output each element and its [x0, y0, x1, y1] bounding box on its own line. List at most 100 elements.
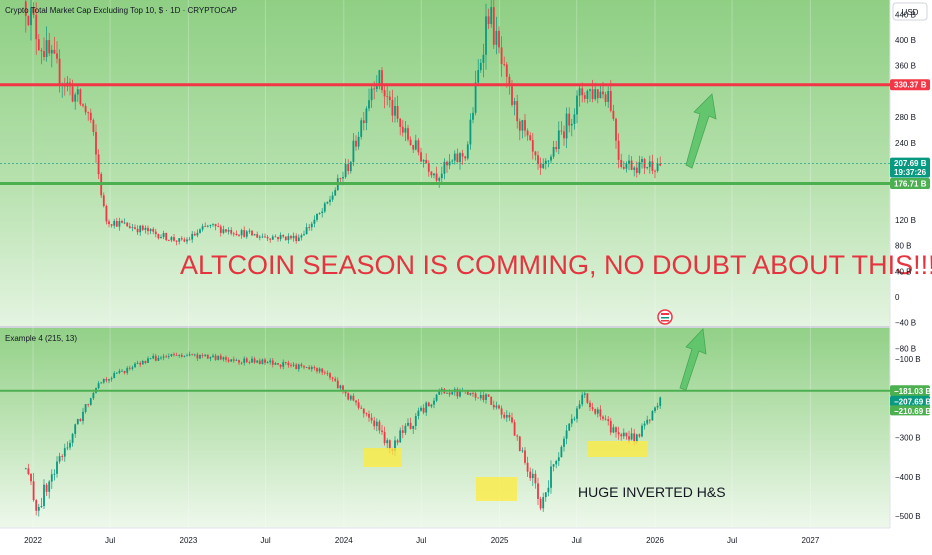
candle-down [214, 223, 217, 231]
candle-body [581, 394, 584, 405]
candle-body [609, 91, 612, 111]
candle-body [97, 154, 100, 175]
candle-down [79, 88, 82, 106]
candle-body [144, 227, 147, 230]
candle-body [115, 221, 118, 227]
candle-up [92, 392, 95, 400]
candle-down [435, 166, 438, 185]
candle-body [188, 239, 191, 241]
candle-up [118, 368, 121, 375]
candle-body [238, 234, 240, 236]
candle-body [482, 395, 485, 400]
candle-body [362, 120, 365, 123]
candle-down [217, 222, 220, 228]
candle-down [529, 467, 532, 481]
candle-body [396, 440, 399, 443]
candle-body [399, 118, 402, 127]
candle-up [435, 393, 438, 403]
candle-body [175, 355, 178, 356]
candle-up [542, 492, 545, 512]
candle-up [578, 400, 581, 410]
candle-body [69, 442, 71, 448]
candle-up [656, 402, 659, 410]
candle-body [547, 487, 550, 493]
candle-body [490, 396, 493, 405]
candle-body [472, 112, 474, 120]
candle-down [128, 222, 131, 229]
news-icon[interactable] [657, 309, 673, 325]
candle-down [139, 361, 142, 368]
candle-body [321, 368, 324, 373]
candle-down [365, 412, 368, 417]
candle-body [232, 233, 235, 235]
candle-body [180, 354, 183, 357]
candle-down [279, 364, 282, 369]
candle-body [214, 224, 217, 227]
candle-up [89, 397, 92, 406]
candle-down [154, 353, 157, 362]
candle-body [251, 230, 253, 236]
candle-body [264, 236, 266, 238]
candle-down [368, 410, 370, 422]
candle-body [303, 234, 305, 236]
candle-down [154, 228, 157, 238]
candle-body [167, 356, 170, 357]
candle-down [329, 372, 331, 381]
candle-body [466, 391, 469, 395]
candle-body [43, 51, 45, 57]
candle-down [482, 391, 485, 403]
candle-body [583, 95, 586, 99]
candle-up [310, 365, 313, 372]
candle-down [456, 148, 459, 163]
candle-body [409, 139, 412, 146]
candle-body [225, 357, 227, 360]
candle-body [82, 104, 84, 106]
candle-body [50, 49, 53, 54]
candle-up [547, 480, 550, 497]
candle-down [500, 405, 503, 419]
candle-body [180, 238, 183, 240]
candle-down [27, 463, 30, 476]
candle-down [230, 227, 233, 236]
candle-body [79, 89, 82, 105]
y-tick-label: 280 B [895, 113, 916, 122]
currency-label[interactable]: USD [902, 8, 919, 17]
candle-body [261, 359, 264, 364]
candle-up [199, 228, 201, 234]
candle-up [235, 358, 238, 361]
candle-up [287, 233, 290, 244]
pane-separator[interactable] [0, 326, 890, 328]
currency-button[interactable]: USD [892, 2, 928, 21]
candle-up [414, 413, 417, 430]
candle-up [113, 371, 116, 379]
candle-up [394, 97, 396, 123]
candle-up [417, 407, 420, 420]
candle-body [513, 101, 516, 105]
candle-up [45, 26, 48, 62]
candle-down [45, 483, 48, 496]
candle-body [48, 40, 51, 54]
candle-body [30, 474, 32, 482]
time-scale[interactable] [0, 528, 932, 550]
candle-body [201, 355, 204, 356]
candle-down [167, 239, 170, 242]
candle-down [498, 404, 500, 410]
candle-body [425, 159, 428, 164]
candle-up [552, 464, 555, 472]
candle-body [56, 53, 58, 59]
candle-down [625, 432, 628, 440]
candle-down [630, 156, 633, 171]
candle-body [282, 362, 285, 367]
candle-down [594, 408, 597, 416]
candle-down [232, 356, 235, 363]
candle-up [222, 356, 225, 362]
candle-body [490, 7, 493, 24]
candle-down [196, 352, 199, 361]
main-candles [24, 0, 662, 246]
candle-down [446, 160, 448, 173]
candle-down [529, 132, 532, 141]
candle-up [217, 355, 220, 361]
candle-up [24, 467, 27, 470]
indicator-pane-background [0, 328, 890, 528]
